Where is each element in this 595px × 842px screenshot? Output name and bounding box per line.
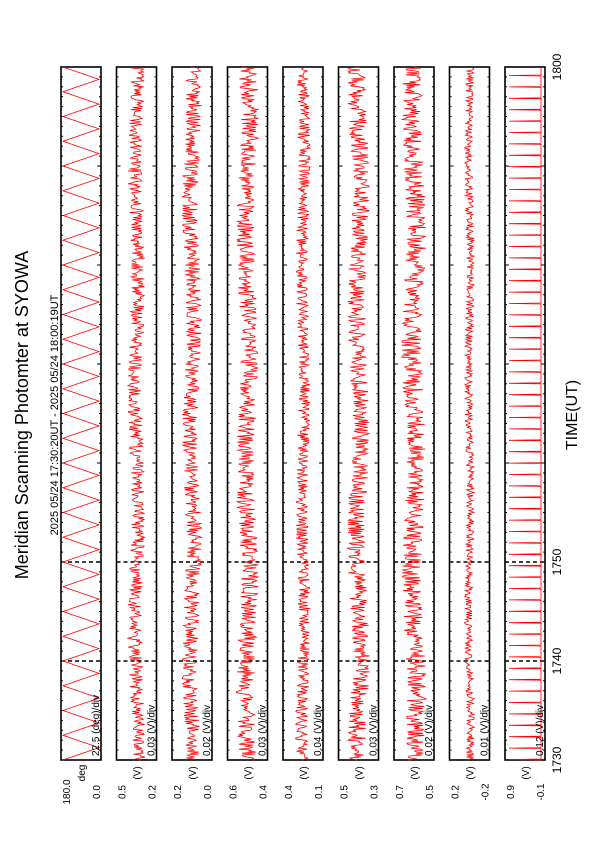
panel-7: 0.02 (V)/div 0.7 0.5 (V) bbox=[393, 66, 436, 799]
ytick-label-min: -0.1 bbox=[536, 783, 547, 801]
channel-label: deg bbox=[77, 765, 88, 782]
channel-label: (V) bbox=[133, 766, 144, 779]
channel-label: (V) bbox=[299, 766, 310, 779]
panel-1: 22.5 (deg)/div 180.0 0.0 deg bbox=[60, 66, 103, 805]
series-trace bbox=[61, 66, 101, 761]
chart-title: Meridian Scanning Photomter at SYOWA bbox=[12, 251, 32, 579]
scale-label: 22.5 (deg)/div bbox=[91, 695, 102, 756]
x-axis-label: TIME(UT) bbox=[564, 380, 581, 450]
channel-label: (V) bbox=[355, 766, 366, 779]
series-trace bbox=[126, 66, 147, 761]
ytick-label-max: 0.7 bbox=[395, 785, 406, 799]
ytick-label-min: 0.1 bbox=[314, 785, 325, 799]
series-trace bbox=[401, 66, 428, 761]
x-tick-label: 1750 bbox=[550, 548, 564, 575]
channel-label: (V) bbox=[188, 766, 199, 779]
ytick-label-max: 0.9 bbox=[506, 785, 517, 799]
x-tick-label: 1740 bbox=[550, 647, 564, 674]
scale-label: 0.02 (V)/div bbox=[202, 705, 213, 756]
channel-label: (V) bbox=[521, 766, 532, 779]
ytick-label-max: 180.0 bbox=[62, 779, 73, 804]
ytick-label-max: 0.5 bbox=[118, 785, 129, 799]
scale-label: 0.03 (V)/div bbox=[258, 705, 269, 756]
scale-label: 0.12 (V)/div bbox=[535, 705, 546, 756]
panel-3: 0.02 (V)/div 0.2 0.0 (V) bbox=[171, 66, 214, 799]
series-trace bbox=[294, 66, 312, 761]
scale-label: 0.03 (V)/div bbox=[369, 705, 380, 756]
panel-2: 0.03 (V)/div 0.5 0.2 (V) bbox=[115, 66, 159, 799]
series-trace bbox=[180, 66, 203, 761]
ytick-label-max: 0.4 bbox=[284, 785, 295, 799]
ytick-label-min: 0.0 bbox=[203, 785, 214, 799]
channel-label: (V) bbox=[410, 766, 421, 779]
channel-label: (V) bbox=[466, 766, 477, 779]
panel-frame bbox=[60, 66, 102, 761]
ytick-label-max: 0.2 bbox=[173, 785, 184, 799]
time-range: 2025 05/24 17:30:20UT - 2025 05/24 18:00… bbox=[49, 294, 61, 535]
ytick-label-max: 0.6 bbox=[229, 785, 240, 799]
x-tick-label: 1730 bbox=[550, 746, 564, 773]
scale-label: 0.01 (V)/div bbox=[480, 705, 491, 756]
panel-6: 0.03 (V)/div 0.5 0.3 (V) bbox=[337, 66, 381, 799]
panel-4: 0.03 (V)/div 0.6 0.4 (V) bbox=[226, 66, 270, 799]
ytick-label-min: 0.3 bbox=[370, 785, 381, 799]
series-trace bbox=[235, 66, 260, 761]
ytick-label-max: 0.5 bbox=[340, 785, 351, 799]
ytick-label-min: -0.2 bbox=[481, 783, 492, 801]
series-trace bbox=[346, 66, 371, 761]
scale-label: 0.03 (V)/div bbox=[147, 705, 158, 756]
series-trace bbox=[463, 66, 476, 761]
panels-group: 22.5 (deg)/div 180.0 0.0 deg 0.03 (V)/div 0.5… bbox=[60, 66, 547, 805]
ytick-label-min: 0.2 bbox=[148, 785, 159, 799]
series-trace bbox=[508, 67, 542, 761]
ytick-label-min: 0.4 bbox=[259, 785, 270, 799]
panel-8: 0.01 (V)/div 0.2 -0.2 (V) bbox=[448, 66, 492, 801]
ytick-label-max: 0.2 bbox=[451, 785, 462, 799]
panel-5: 0.04 (V)/div 0.4 0.1 (V) bbox=[282, 66, 325, 799]
scale-label: 0.04 (V)/div bbox=[313, 705, 324, 756]
scale-label: 0.02 (V)/div bbox=[424, 705, 435, 756]
x-axis-ticks: 1730 1740 1750 1800 bbox=[550, 53, 564, 773]
x-tick-label: 1800 bbox=[550, 53, 564, 80]
ytick-label-min: 0.0 bbox=[92, 785, 103, 799]
panel-9: 0.12 (V)/div 0.9 -0.1 (V) bbox=[504, 66, 547, 801]
ytick-label-min: 0.5 bbox=[425, 785, 436, 799]
channel-label: (V) bbox=[244, 766, 255, 779]
